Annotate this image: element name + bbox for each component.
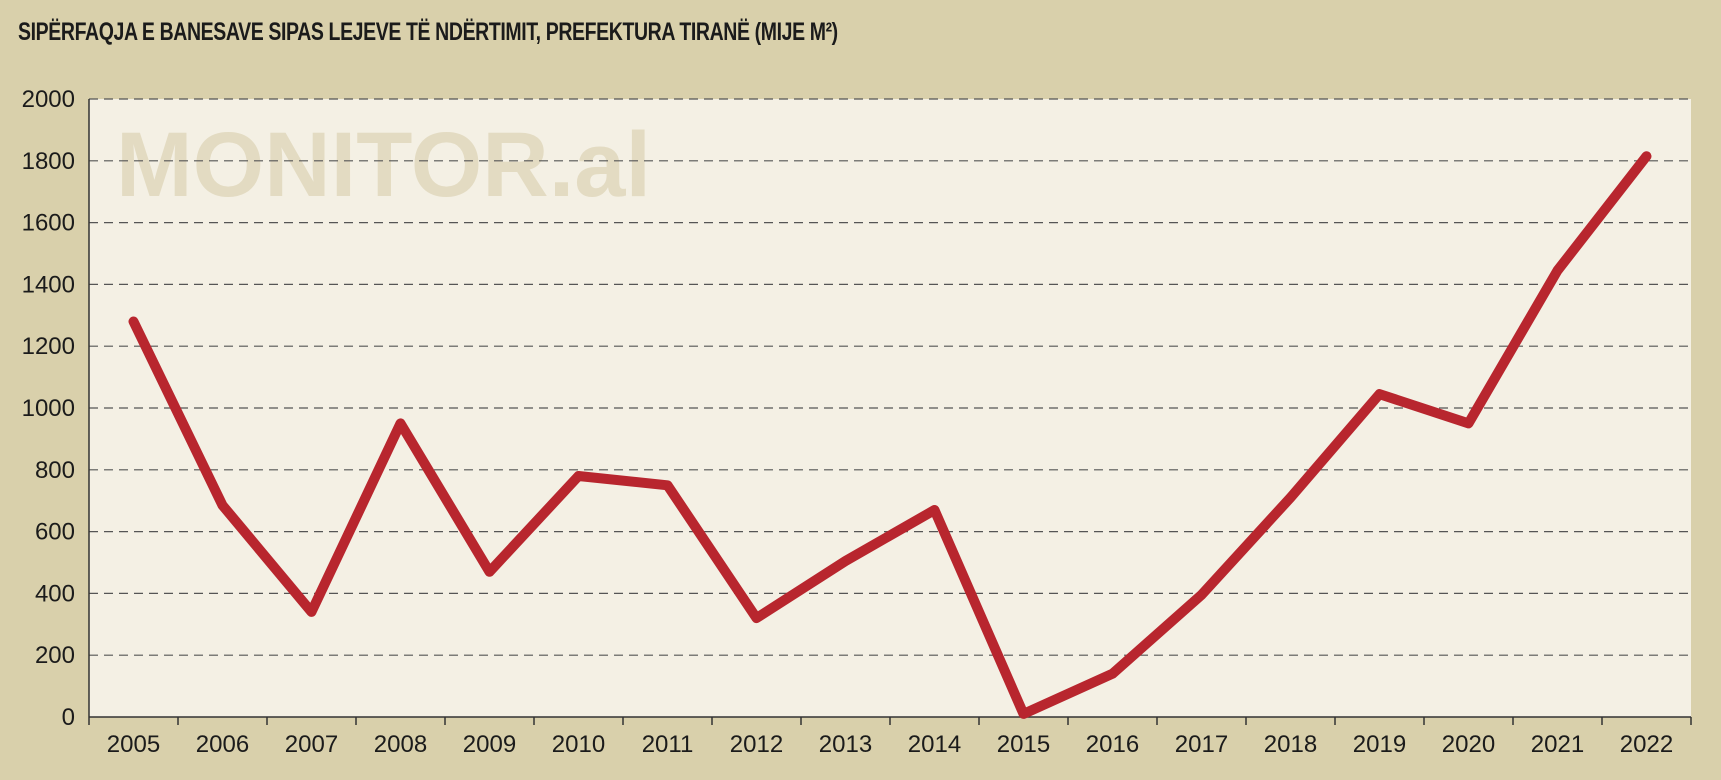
- data-point: [1108, 669, 1117, 679]
- y-tick-label: 1800: [22, 148, 75, 175]
- x-axis: 2005 2006 2007 2008 2009 2010 2011 2012 2013 2014…: [88, 716, 1692, 758]
- y-tick-label: 2000: [22, 86, 75, 113]
- data-point: [574, 471, 583, 481]
- data-point: [396, 418, 405, 428]
- x-tick-label: 2009: [463, 731, 516, 758]
- data-point: [663, 480, 672, 490]
- x-tick-label: 2014: [908, 731, 961, 758]
- y-tick-label: 0: [62, 704, 75, 731]
- x-tick-label: 2021: [1531, 731, 1584, 758]
- data-point: [1642, 151, 1651, 161]
- y-tick-label: 1600: [22, 210, 75, 237]
- x-tick-label: 2015: [997, 731, 1050, 758]
- x-tick-label: 2013: [819, 731, 872, 758]
- x-tick-label: 2011: [642, 731, 694, 758]
- x-tick-label: 2005: [107, 731, 160, 758]
- x-tick-label: 2006: [196, 731, 249, 758]
- data-point: [129, 316, 138, 326]
- data-point: [485, 567, 494, 577]
- x-tick-label: 2022: [1620, 731, 1673, 758]
- data-point: [1464, 418, 1473, 428]
- data-point: [1286, 493, 1295, 503]
- y-tick-label: 600: [35, 519, 75, 546]
- chart-title: SIPËRFAQJA E BANESAVE SIPAS LEJEVE TË ND…: [18, 18, 838, 46]
- y-tick-label: 200: [35, 642, 75, 669]
- data-point: [841, 556, 850, 566]
- y-tick-label: 400: [35, 580, 75, 607]
- data-point: [307, 607, 316, 617]
- x-tick-label: 2018: [1264, 731, 1317, 758]
- x-tick-label: 2008: [374, 731, 427, 758]
- x-tick-label: 2016: [1086, 731, 1139, 758]
- x-tick-label: 2010: [552, 731, 605, 758]
- x-tick-label: 2007: [285, 731, 338, 758]
- grid-lines: [89, 98, 1691, 656]
- series-layer: [128, 151, 1652, 719]
- y-tick-label: 800: [35, 457, 75, 484]
- data-point: [1197, 590, 1206, 600]
- data-point: [218, 500, 227, 510]
- data-point: [1019, 709, 1028, 719]
- data-point: [1553, 265, 1562, 275]
- x-tick-label: 2019: [1353, 731, 1406, 758]
- y-axis: 0 200 400 600 800 1000 1200 1400 1600 1800 2000: [22, 86, 90, 731]
- series-line: [128, 151, 1652, 719]
- data-point: [1375, 389, 1384, 399]
- x-tick-label: 2012: [730, 731, 783, 758]
- data-point: [752, 613, 761, 623]
- y-tick-label: 1200: [22, 333, 75, 360]
- x-tick-label: 2020: [1442, 731, 1495, 758]
- x-tick-label: 2017: [1175, 731, 1228, 758]
- y-tick-label: 1000: [22, 395, 75, 422]
- data-point: [930, 505, 939, 515]
- watermark-logo: MONITOR.al: [116, 114, 651, 216]
- y-tick-label: 1400: [22, 271, 75, 298]
